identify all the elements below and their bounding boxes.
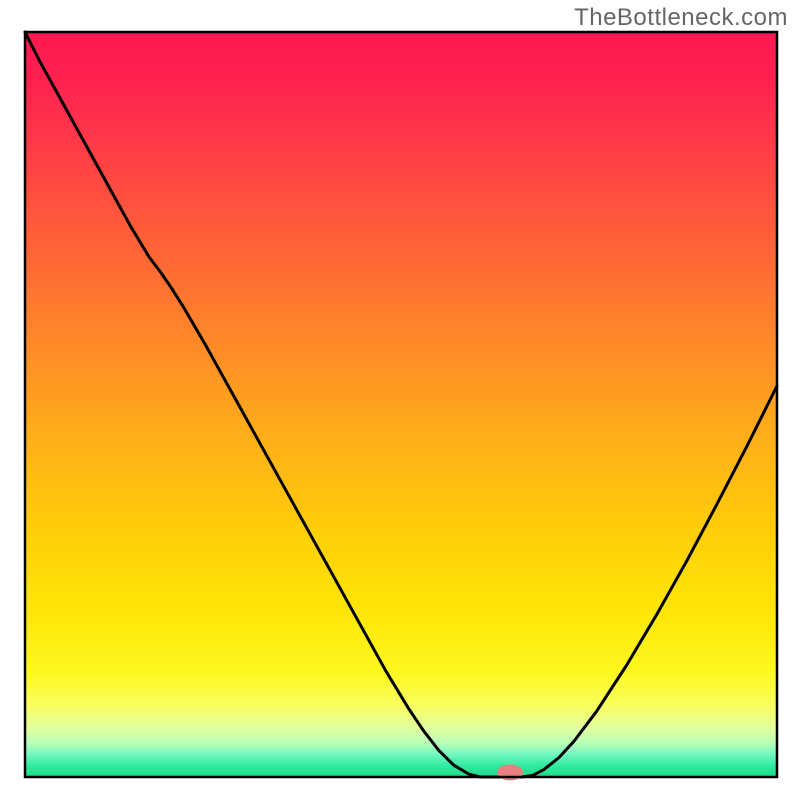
bottleneck-chart bbox=[0, 0, 800, 800]
gradient-background bbox=[25, 32, 777, 777]
watermark-text: TheBottleneck.com bbox=[574, 4, 788, 32]
plot-area bbox=[25, 32, 777, 781]
chart-container: TheBottleneck.com bbox=[0, 0, 800, 800]
